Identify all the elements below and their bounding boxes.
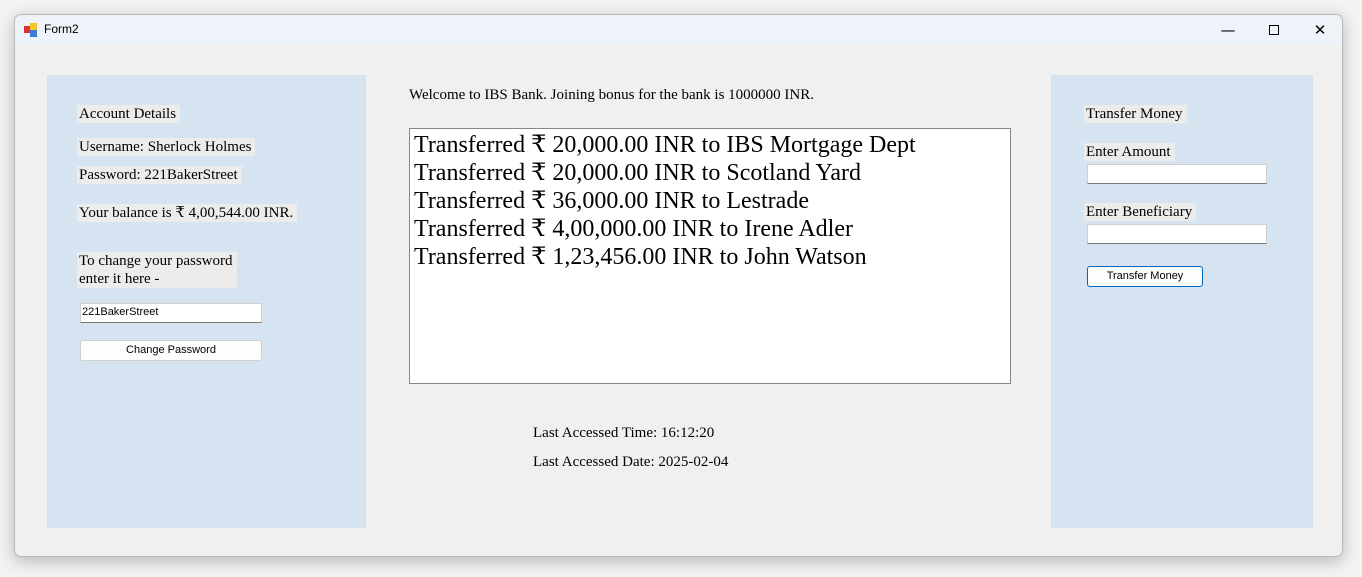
balance-label: Your balance is ₹ 4,00,544.00 INR. xyxy=(77,204,298,222)
list-item[interactable]: Transferred ₹ 36,000.00 INR to Lestrade xyxy=(414,188,809,214)
username-label: Username: Sherlock Holmes xyxy=(77,138,256,156)
welcome-message: Welcome to IBS Bank. Joining bonus for t… xyxy=(409,87,815,103)
prompt-line-1: To change your password xyxy=(79,253,233,269)
password-label: Password: 221BakerStreet xyxy=(77,166,242,184)
window-title: Form2 xyxy=(44,22,79,36)
form2-window: Form2 — ✕ Account Details Username: Sher… xyxy=(14,14,1343,557)
transactions-list[interactable]: Transferred ₹ 20,000.00 INR to IBS Mortg… xyxy=(409,128,1011,384)
last-accessed-time: Last Accessed Time: 16:12:20 xyxy=(533,425,715,441)
account-panel: Account Details Username: Sherlock Holme… xyxy=(47,75,366,528)
list-item[interactable]: Transferred ₹ 4,00,000.00 INR to Irene A… xyxy=(414,216,853,242)
transfer-money-button[interactable]: Transfer Money xyxy=(1087,266,1203,287)
maximize-button[interactable] xyxy=(1251,15,1297,45)
change-password-button[interactable]: Change Password xyxy=(80,340,262,361)
list-item[interactable]: Transferred ₹ 1,23,456.00 INR to John Wa… xyxy=(414,244,867,270)
list-item[interactable]: Transferred ₹ 20,000.00 INR to Scotland … xyxy=(414,160,862,186)
account-heading: Account Details xyxy=(77,105,181,123)
beneficiary-input[interactable] xyxy=(1087,224,1267,244)
title-bar: Form2 — ✕ xyxy=(15,15,1342,45)
prompt-line-2: enter it here - xyxy=(79,271,160,287)
change-password-prompt: To change your password enter it here - xyxy=(77,252,237,288)
close-icon: ✕ xyxy=(1313,21,1327,39)
transfer-heading: Transfer Money xyxy=(1084,105,1187,123)
minimize-button[interactable]: — xyxy=(1205,15,1251,45)
last-accessed-date: Last Accessed Date: 2025-02-04 xyxy=(533,454,729,470)
beneficiary-label: Enter Beneficiary xyxy=(1084,203,1197,221)
amount-input[interactable] xyxy=(1087,164,1267,184)
app-icon xyxy=(24,23,38,37)
amount-label: Enter Amount xyxy=(1084,143,1175,161)
maximize-icon xyxy=(1269,25,1279,35)
close-button[interactable]: ✕ xyxy=(1297,15,1342,45)
list-item[interactable]: Transferred ₹ 20,000.00 INR to IBS Mortg… xyxy=(414,132,916,158)
new-password-input[interactable]: 221BakerStreet xyxy=(80,303,262,323)
transfer-panel: Transfer Money Enter Amount Enter Benefi… xyxy=(1051,75,1313,528)
minimize-icon: — xyxy=(1220,21,1236,39)
